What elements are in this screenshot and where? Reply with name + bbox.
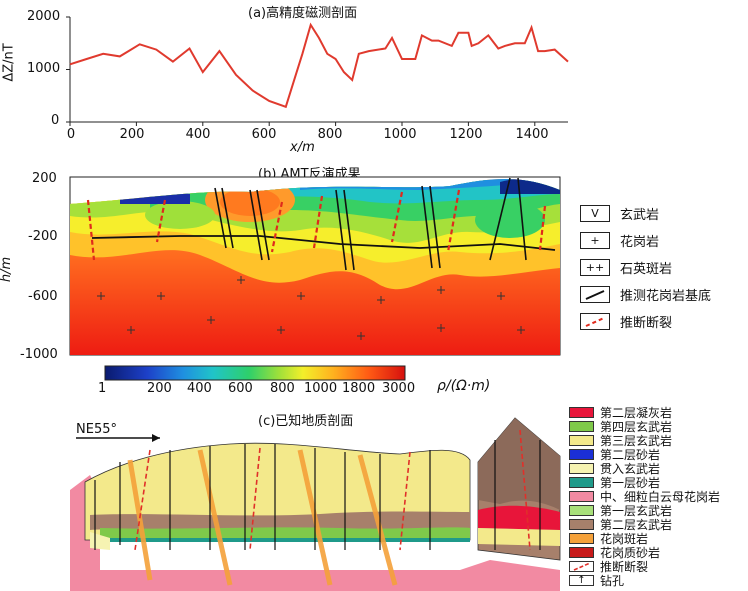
depth-tick-label: 200 xyxy=(32,171,57,186)
x-tick-label: 1000 xyxy=(383,127,417,142)
colorbar-tick: 800 xyxy=(270,381,295,396)
legend-swatch xyxy=(569,421,594,432)
legend-c-item: 第一层玄武岩 xyxy=(569,502,672,519)
legend-basalt: V 玄武岩 xyxy=(580,204,659,223)
x-axis-label: x/m xyxy=(290,140,315,155)
x-tick-label: 1400 xyxy=(515,127,549,142)
x-tick-label: 0 xyxy=(66,127,76,142)
colorbar-tick: 1 xyxy=(98,381,107,396)
legend-c-item: 第四层玄武岩 xyxy=(569,418,672,435)
x-tick-label: 800 xyxy=(317,127,343,142)
colorbar-tick: 400 xyxy=(187,381,212,396)
legend-c-item: 推断断裂 xyxy=(569,558,648,575)
legend-c-item: 第二层凝灰岩 xyxy=(569,404,672,421)
legend-granite-basement: 推测花岗岩基底 xyxy=(580,285,711,304)
resistivity-colorbar xyxy=(104,365,406,381)
legend-swatch xyxy=(569,533,594,544)
y-tick-label: 0 xyxy=(51,113,60,128)
direction-label: NE55° xyxy=(76,422,117,437)
basement-line-icon xyxy=(580,286,610,303)
colorbar-tick: 600 xyxy=(228,381,253,396)
depth-tick-label: -200 xyxy=(28,229,58,244)
legend-swatch xyxy=(569,407,594,418)
inferred-fault-group xyxy=(86,189,547,261)
legend-c-item: 花岗质砂岩 xyxy=(569,544,660,561)
legend-swatch xyxy=(569,505,594,516)
colorbar-tick: 3000 xyxy=(382,381,416,396)
granite-symbols xyxy=(97,276,525,340)
legend-c-item: 第一层砂岩 xyxy=(569,474,660,491)
quartz-porphyry-dikes xyxy=(214,177,527,271)
fault-legend-icon xyxy=(569,561,594,572)
x-tick-label: 200 xyxy=(119,127,145,142)
colorbar-tick: 1000 xyxy=(304,381,338,396)
legend-swatch xyxy=(569,547,594,558)
legend-c-item: 第二层玄武岩 xyxy=(569,516,672,533)
legend-quartz-porphyry: ++ 石英斑岩 xyxy=(580,258,672,277)
legend-c-item: 花岗斑岩 xyxy=(569,530,648,547)
colorbar-unit-label: ρ/(Ω·m) xyxy=(437,378,491,394)
legend-swatch xyxy=(569,449,594,460)
legend-inferred-fault: 推断断裂 xyxy=(580,312,672,331)
legend-swatch xyxy=(569,519,594,530)
panel-a-title: (a)高精度磁测剖面 xyxy=(248,6,358,21)
y-tick-label: 2000 xyxy=(27,9,61,24)
legend-c-item: 第三层玄武岩 xyxy=(569,432,672,449)
magnetic-series-line xyxy=(69,22,569,109)
x-tick-label: 400 xyxy=(185,127,211,142)
amt-inversion-section xyxy=(69,176,561,381)
drill-hole-icon: ↑ xyxy=(569,575,594,586)
legend-swatch xyxy=(569,477,594,488)
colorbar-tick: 1800 xyxy=(342,381,376,396)
depth-tick-label: -600 xyxy=(28,289,58,304)
fault-line-icon xyxy=(580,313,610,330)
basalt-symbol-icon: V xyxy=(580,205,610,222)
legend-c-item: 第二层砂岩 xyxy=(569,446,660,463)
y-tick-label: 1000 xyxy=(27,61,61,76)
inferred-fault-group-c xyxy=(134,429,531,551)
legend-granite: + 花岗岩 xyxy=(580,231,659,250)
magnetic-profile-chart xyxy=(66,16,569,126)
quartz-porphyry-symbol-icon: ++ xyxy=(580,259,610,276)
granite-symbol-icon: + xyxy=(580,232,610,249)
granite-basement-line xyxy=(91,235,556,251)
depth-tick-label: -1000 xyxy=(20,347,58,362)
colorbar-tick: 200 xyxy=(147,381,172,396)
legend-swatch xyxy=(569,435,594,446)
geological-section xyxy=(70,417,561,591)
legend-swatch xyxy=(569,491,594,502)
legend-c-item: ↑ 钻孔 xyxy=(569,572,624,589)
legend-swatch xyxy=(569,463,594,474)
panel-c-title: (c)已知地质剖面 xyxy=(258,414,354,429)
drill-holes xyxy=(94,440,541,550)
x-tick-label: 600 xyxy=(251,127,277,142)
x-tick-label: 1200 xyxy=(449,127,483,142)
legend-c-item: 中、细粒白云母花岗岩 xyxy=(569,488,720,505)
legend-c-item: 贯入玄武岩 xyxy=(569,460,660,477)
